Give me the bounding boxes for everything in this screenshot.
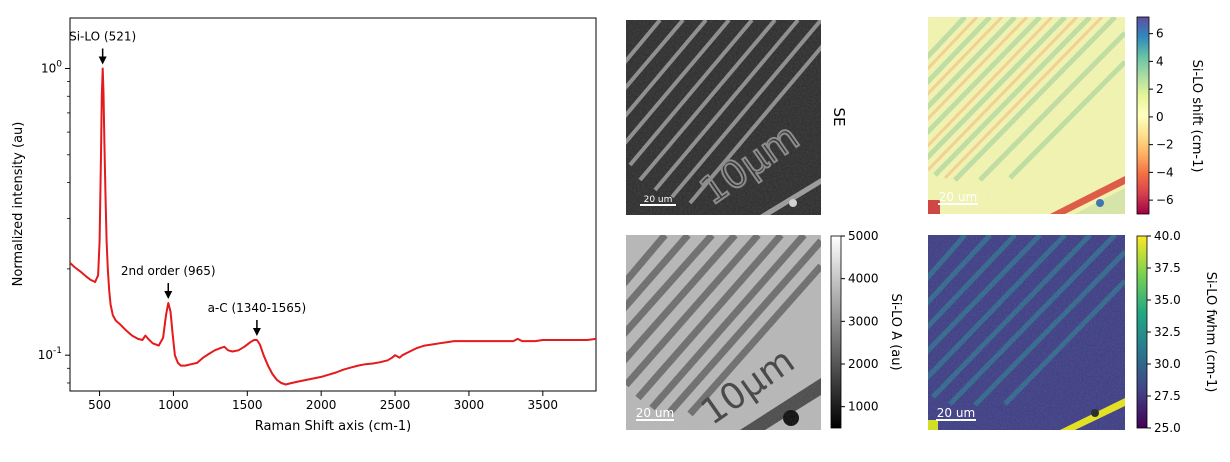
colorbar-tick-label: 2 [1156,82,1164,96]
annotation-arrow-head [98,56,107,65]
colorbar-tick-label: 4000 [848,272,879,286]
colorbar-tick-label: 1000 [848,400,879,414]
colorbar-tick-label: 40.0 [1154,229,1181,243]
spectrum-x-tick-label: 2000 [306,398,337,412]
fwhm-colorbar-label: Si-LO fwhm (cm-1) [1203,272,1218,393]
area-colorbar-ticks: 5000 4000 3000 2000 1000 [841,229,879,414]
colorbar-tick-label: 6 [1156,27,1164,41]
spectrum-y-tick-label: 10-1 [38,346,62,362]
spectrum-y-axis-label: Normalized intensity (au) [11,122,26,287]
colorbar-tick-label: −2 [1156,138,1174,152]
shift-colorbar-ticks: 6 4 2 0 −2 −4 −6 [1149,27,1174,207]
shift-map-panel: 20 um 6 4 2 0 −2 −4 −6 Si-LO shift (cm-1) [928,16,1204,215]
annotation-label: Si-LO (521) [69,29,136,43]
colorbar-tick-label: 30.0 [1154,357,1181,371]
colorbar-tick-label: 4 [1156,54,1164,68]
se-image-panel: 10μm 20 um SE [626,20,848,215]
colorbar-tick-label: −4 [1156,165,1174,179]
annotation-arrow-head [164,291,173,300]
se-scalebar-label: 20 um [644,195,673,205]
spectrum-y-ticks: 100 10-1 [38,59,70,384]
colorbar-tick-label: 2000 [848,357,879,371]
area-scalebar-label: 20 um [636,406,674,420]
se-image: 10μm [626,20,821,215]
spectrum-x-tick-label: 500 [88,398,111,412]
fwhm-map-panel: 20 um 40.0 37.5 35.0 32.5 30.0 27.5 25.0 Si-LO… [928,229,1218,435]
area-map-image: 10μm [626,235,821,430]
spectrum-series-line [70,67,596,386]
colorbar-tick-label: −6 [1156,193,1174,207]
spectrum-panel: 500 1000 1500 2000 2500 3000 3500 100 10-1 Si-L… [11,17,597,434]
spectrum-x-ticks: 500 1000 1500 2000 2500 3000 3500 [88,391,558,412]
annotation-arrow-head [252,327,261,336]
spectrum-x-axis-label: Raman Shift axis (cm-1) [255,419,412,434]
fwhm-map-image [928,235,1125,430]
colorbar-tick-label: 35.0 [1154,293,1181,307]
annotation-label: 2nd order (965) [121,264,216,278]
se-label: SE [830,108,848,127]
area-map-panel: 10μm 20 um 5000 4000 3000 2000 1000 Si-LO A … [626,229,903,430]
spectrum-y-tick-label: 100 [41,59,62,75]
colorbar-tick-label: 37.5 [1154,261,1181,275]
colorbar-tick-label: 0 [1156,110,1164,124]
shift-map-image [928,17,1125,214]
fwhm-scalebar-label: 20 um [937,406,975,420]
area-colorbar [830,235,842,429]
spectrum-annotations: Si-LO (521) 2nd order (965) a-C (1340-1565… [69,29,307,336]
spectrum-x-tick-label: 3500 [528,398,559,412]
colorbar-tick-label: 32.5 [1154,325,1181,339]
shift-scalebar-label: 20 um [939,190,977,204]
spectrum-x-tick-label: 1000 [158,398,189,412]
colorbar-tick-label: 3000 [848,314,879,328]
spectrum-x-tick-label: 3000 [454,398,485,412]
annotation-label: a-C (1340-1565) [208,301,307,315]
colorbar-tick-label: 27.5 [1154,389,1181,403]
colorbar-tick-label: 25.0 [1154,421,1181,435]
shift-colorbar [1136,16,1150,215]
fwhm-colorbar [1136,235,1148,429]
spectrum-x-tick-label: 1500 [232,398,263,412]
spectrum-axes-frame [69,17,597,392]
colorbar-tick-label: 5000 [848,229,879,243]
spectrum-x-tick-label: 2500 [380,398,411,412]
shift-colorbar-label: Si-LO shift (cm-1) [1189,60,1204,173]
area-colorbar-label: Si-LO A (au) [888,293,903,370]
fwhm-colorbar-ticks: 40.0 37.5 35.0 32.5 30.0 27.5 25.0 [1147,229,1181,435]
